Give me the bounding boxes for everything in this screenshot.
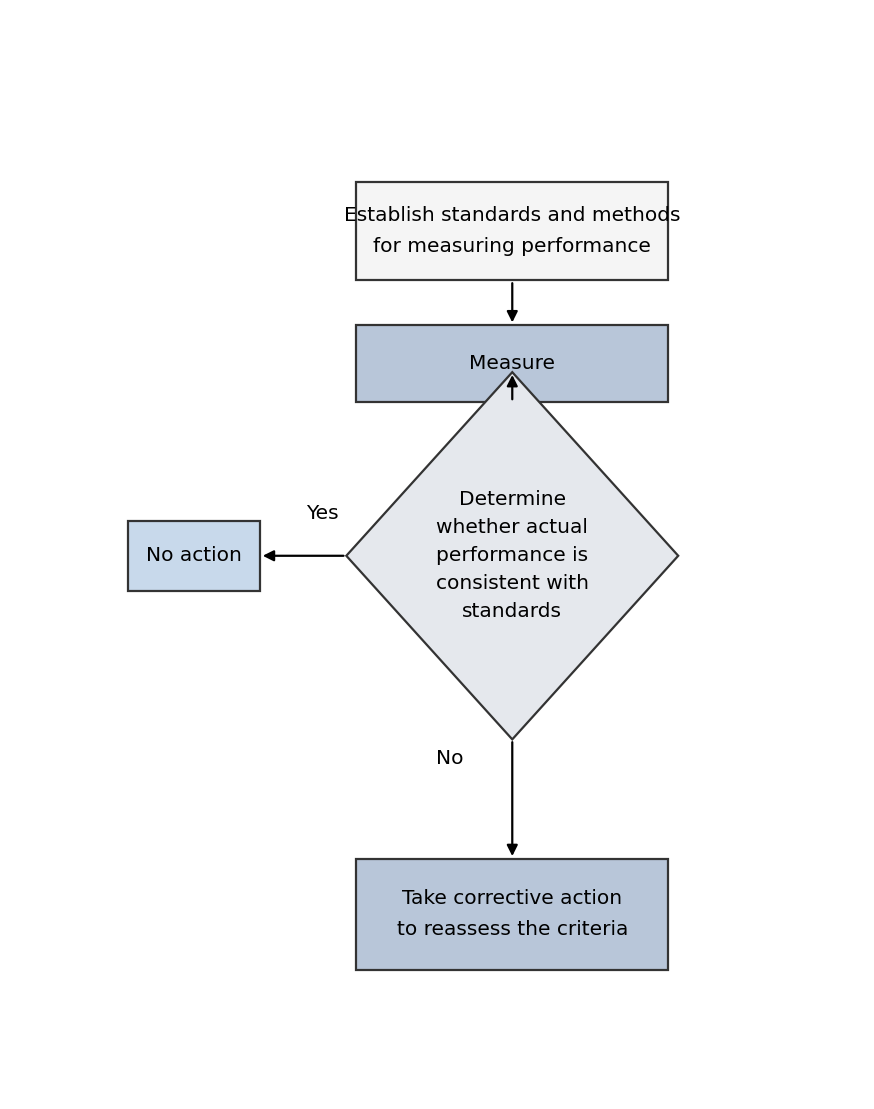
FancyBboxPatch shape	[357, 858, 668, 970]
Text: Take corrective action
to reassess the criteria: Take corrective action to reassess the c…	[397, 889, 628, 939]
Text: Measure: Measure	[469, 354, 555, 373]
Text: Determine
whether actual
performance is
consistent with
standards: Determine whether actual performance is …	[436, 490, 589, 621]
FancyBboxPatch shape	[357, 325, 668, 403]
Text: Yes: Yes	[306, 503, 339, 522]
Text: No action: No action	[146, 547, 242, 566]
FancyBboxPatch shape	[357, 182, 668, 281]
Polygon shape	[346, 373, 678, 740]
FancyBboxPatch shape	[128, 521, 260, 591]
Text: Establish standards and methods
for measuring performance: Establish standards and methods for meas…	[344, 206, 681, 256]
Text: No: No	[435, 749, 463, 767]
